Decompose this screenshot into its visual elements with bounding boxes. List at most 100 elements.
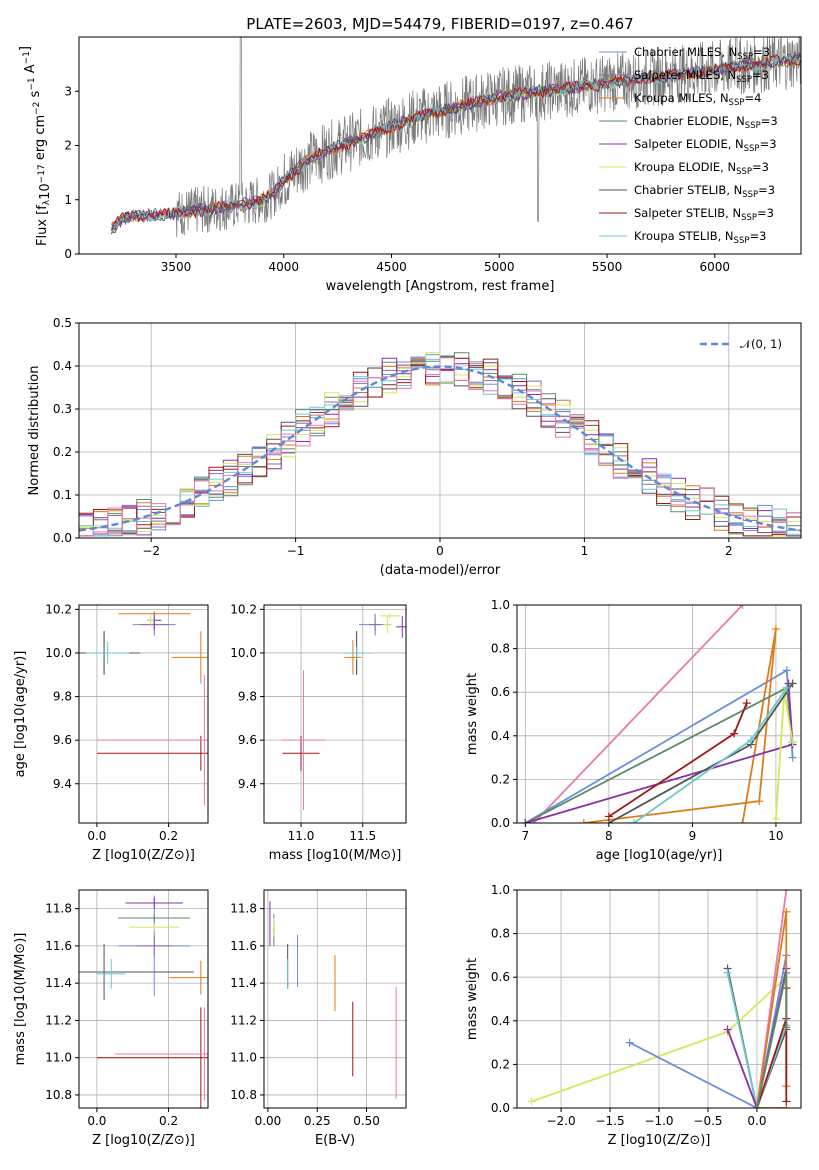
y-tick-label: 0.3 — [53, 402, 72, 416]
y-tick-label: 3 — [64, 84, 72, 98]
y-axis-label-part: 10 — [38, 183, 53, 200]
legend-subscript: SSP — [734, 236, 750, 246]
legend-suffix: =3 — [749, 229, 766, 243]
age-vs-mass-panel: 11.0 11.5 9.4 9.6 9.8 10.0 10.2 mass [log10(M/M… — [230, 602, 407, 863]
x-tick-label: 0.00 — [255, 1114, 282, 1128]
legend-subscript: SSP — [741, 213, 757, 223]
y-axis-label-part: λ — [42, 199, 52, 205]
legend-entry: Chabrier STELIB, NSSP=3 — [634, 183, 775, 200]
legend-label: Kroupa STELIB, N — [634, 229, 734, 243]
y-tick-label: 0.4 — [53, 359, 72, 373]
x-tick-label: 10 — [768, 829, 783, 843]
weight-line-chabrier-miles — [629, 955, 788, 1108]
y-tick-label: 11.2 — [230, 1013, 257, 1027]
x-tick-label: −2 — [142, 544, 160, 558]
model-spectrum-salpeter-stelib — [111, 54, 801, 231]
y-tick-label: 2 — [64, 139, 72, 153]
x-tick-label: 4000 — [268, 260, 299, 274]
y-axis-label: age [log10(age/yr)] — [13, 651, 28, 778]
x-tick-label: −1 — [287, 544, 305, 558]
weight-line-kroupa-stelib — [726, 972, 788, 1108]
mass-vs-metallicity-panel: 0.0 0.2 10.8 11.0 11.2 11.4 11.6 11.8 Z [log10(Z… — [13, 889, 209, 1148]
y-tick-label: 0.6 — [491, 970, 510, 984]
y-axis-label: mass [log10(M/M⊙)] — [13, 933, 28, 1066]
y-axis-label-part: erg cm — [33, 115, 48, 164]
y-axis-label-part: A — [23, 64, 38, 77]
x-axis-label: Z [log10(Z/Z⊙)] — [92, 1133, 195, 1148]
y-tick-label: 9.4 — [238, 777, 257, 791]
y-tick-label: 11.6 — [45, 939, 72, 953]
y-tick-label: 9.4 — [53, 777, 72, 791]
y-tick-label: 0.0 — [53, 531, 72, 545]
legend-entry: Kroupa ELODIE, NSSP=3 — [634, 160, 769, 177]
y-tick-label: 0.2 — [491, 772, 510, 786]
y-tick-label: 1.0 — [491, 883, 510, 897]
mass-vs-extinction-panel: 0.00 0.25 0.50 10.8 11.0 11.2 11.4 11.6 11.8 E(B-… — [230, 889, 407, 1148]
x-tick-label: 0 — [436, 544, 444, 558]
y-tick-label: 11.8 — [230, 902, 257, 916]
y-tick-label: 0.0 — [491, 1101, 510, 1115]
legend-entry: Salpeter MILES, NSSP=3 — [634, 68, 769, 85]
spectrum-lines — [110, 37, 801, 238]
y-tick-label: 9.6 — [53, 733, 72, 747]
legend-entry: Chabrier ELODIE, NSSP=3 — [634, 114, 778, 131]
x-tick-label: 0.2 — [159, 829, 178, 843]
y-axis-label-part: ] — [18, 46, 33, 51]
weight-line-pink — [533, 605, 744, 823]
y-tick-label: 0.4 — [491, 729, 510, 743]
plot-frame — [78, 36, 802, 255]
y-tick-label: 1.0 — [491, 598, 510, 612]
y-tick-label: 0.4 — [491, 1014, 510, 1028]
x-axis-label: age [log10(age/yr)] — [596, 848, 723, 863]
y-axis-label-part: −1 — [27, 77, 37, 90]
y-tick-label: 9.8 — [53, 690, 72, 704]
residual-distribution-panel: −2 −1 0 1 2 0.0 0.1 0.2 0.3 0.4 0.5 (data-model)/er… — [27, 316, 802, 578]
legend-subscript: SSP — [737, 52, 753, 62]
x-tick-label: 11.0 — [288, 829, 315, 843]
y-tick-label: 11.4 — [230, 976, 257, 990]
plot-frame — [516, 889, 802, 1109]
y-tick-label: 0.0 — [491, 816, 510, 830]
legend-suffix: =3 — [760, 137, 777, 151]
y-tick-label: 0 — [64, 247, 72, 261]
legend-label: Salpeter STELIB, N — [634, 206, 741, 220]
legend-subscript: SSP — [736, 167, 752, 177]
x-tick-label: 3500 — [161, 260, 192, 274]
x-tick-label: 2 — [725, 544, 733, 558]
weight-vs-age-panel: 7 8 9 10 0.0 0.2 0.4 0.6 0.8 1.0 age [log10(age/yr… — [465, 598, 802, 863]
legend-label: Salpeter ELODIE, N — [634, 137, 744, 151]
legend-label: Kroupa MILES, N — [634, 91, 729, 105]
plot-frame — [263, 889, 407, 1109]
legend-entry: Kroupa MILES, NSSP=4 — [634, 91, 761, 108]
y-axis-label: mass weight — [465, 958, 480, 1040]
x-tick-label: 5500 — [592, 260, 623, 274]
x-tick-label: −2.0 — [546, 1114, 575, 1128]
spectrum-panel: 3500 4000 4500 5000 5500 6000 0 1 2 3 wavelength [… — [18, 36, 802, 294]
legend-entry: Kroupa STELIB, NSSP=3 — [634, 229, 766, 246]
error-bars — [79, 895, 208, 1108]
y-tick-label: 0.2 — [53, 445, 72, 459]
y-tick-label: 9.6 — [238, 733, 257, 747]
legend-subscript: SSP — [729, 98, 745, 108]
error-bars — [269, 901, 397, 1099]
error-bars — [281, 613, 406, 810]
legend-suffix: =3 — [758, 183, 775, 197]
y-tick-label: 0.1 — [53, 488, 72, 502]
x-axis-label: E(B-V) — [315, 1133, 355, 1148]
x-tick-label: 0.50 — [353, 1114, 380, 1128]
legend-label: Chabrier MILES, N — [634, 45, 737, 59]
weight-line-kroupa-miles — [583, 628, 777, 823]
legend-entry: Salpeter STELIB, NSSP=3 — [634, 206, 774, 223]
x-axis-label: (data-model)/error — [380, 563, 501, 578]
y-tick-label: 11.0 — [230, 1051, 257, 1065]
legend-suffix: =3 — [753, 45, 770, 59]
y-tick-label: 10.0 — [230, 646, 257, 660]
x-tick-label: 0.0 — [747, 1114, 766, 1128]
legend-entry: 𝒩(0, 1) — [740, 337, 782, 351]
y-axis-label-part: −2 — [32, 102, 42, 115]
y-tick-label: 0.8 — [491, 642, 510, 656]
x-tick-label: 9 — [689, 829, 697, 843]
x-axis-label: wavelength [Angstrom, rest frame] — [326, 279, 555, 294]
plot-frame — [78, 322, 802, 539]
